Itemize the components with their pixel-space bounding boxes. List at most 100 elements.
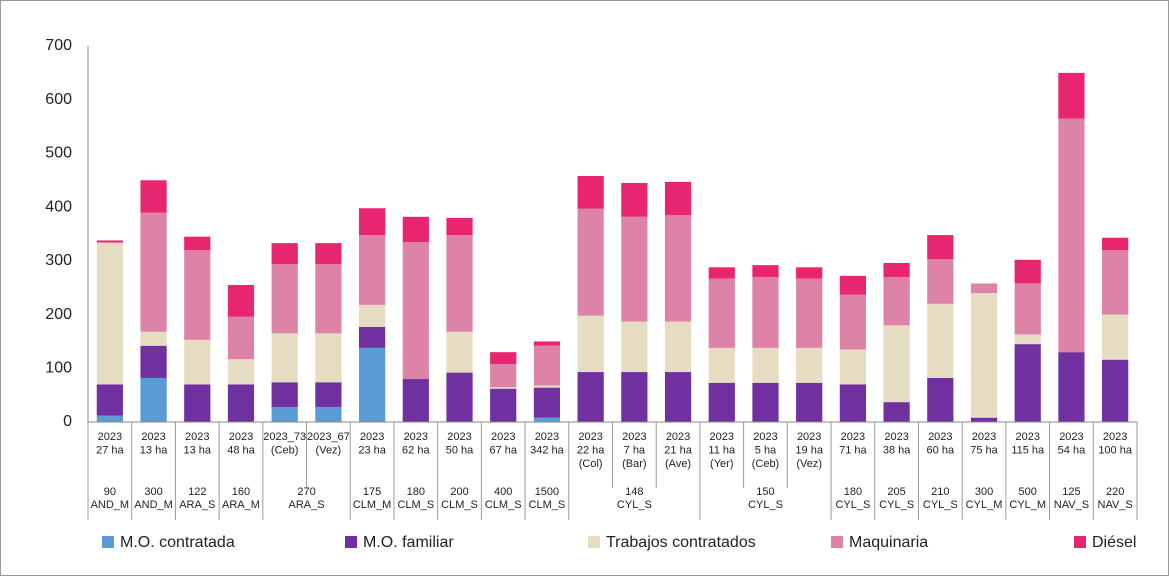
y-tick-label: 200 <box>45 306 72 323</box>
x-tick-label: 2023 <box>972 431 996 443</box>
group-label: CYL_M <box>1009 499 1046 511</box>
x-tick-label: 50 ha <box>446 444 474 456</box>
x-tick-label: 75 ha <box>970 444 998 456</box>
bar-segment <box>839 294 867 350</box>
group-label: AND_M <box>91 499 130 511</box>
x-tick-label: (Yer) <box>710 458 733 470</box>
y-tick-label: 400 <box>45 198 72 215</box>
legend-label: Maquinaria <box>849 534 928 551</box>
x-tick-label: 5 ha <box>755 444 777 456</box>
bar-segment <box>752 265 779 277</box>
bar-segment <box>446 217 473 236</box>
bar-segment <box>96 240 123 243</box>
x-tick-label: 2023 <box>535 431 559 443</box>
bar-segment <box>184 384 211 422</box>
group-label: CLM_M <box>353 499 392 511</box>
x-tick-label: 2023 <box>491 431 515 443</box>
bar-segment <box>1058 352 1085 422</box>
bar-segment <box>883 276 910 326</box>
bar-segment <box>664 181 692 216</box>
bar-segment <box>664 372 692 422</box>
legend-label: M.O. contratada <box>120 534 235 551</box>
x-tick-label: 2023 <box>229 431 253 443</box>
bar-segment <box>621 372 648 422</box>
x-tick-label: 115 ha <box>1011 444 1045 456</box>
x-tick-label: 67 ha <box>489 444 517 456</box>
group-label: CYL_S <box>748 499 783 511</box>
bar-segment <box>752 347 779 383</box>
bar-segment <box>664 321 692 373</box>
bar-segment <box>358 304 386 327</box>
group-label: CYL_S <box>835 499 870 511</box>
x-tick-label: 7 ha <box>624 444 646 456</box>
legend-label: M.O. familiar <box>363 534 454 551</box>
group-label: 148 <box>625 486 643 498</box>
x-tick-label: 2023 <box>185 431 209 443</box>
group-label: 300 <box>975 486 993 498</box>
bar-segment <box>490 363 517 388</box>
bar-segment <box>577 315 604 373</box>
legend-swatch <box>1074 536 1086 548</box>
bar-segment <box>140 331 167 346</box>
x-tick-label: (Vez) <box>796 458 822 470</box>
bar-segment <box>271 382 298 407</box>
bar-segment <box>184 250 211 340</box>
bar-segment <box>533 385 561 388</box>
x-tick-label: (Col) <box>579 458 603 470</box>
bar-segment <box>315 264 342 334</box>
bar-segment <box>796 347 823 383</box>
group-label: ARA_S <box>179 499 215 511</box>
group-label: 220 <box>1106 486 1124 498</box>
bar-segment <box>490 388 517 422</box>
bar-segment <box>1058 72 1085 119</box>
y-tick-label: 0 <box>63 413 72 430</box>
bar-segment <box>315 333 342 383</box>
bar-segment <box>970 417 998 422</box>
bar-segment <box>1102 237 1129 251</box>
x-tick-label: 13 ha <box>140 444 168 456</box>
x-tick-label: 2023 <box>1059 431 1083 443</box>
x-tick-label: 21 ha <box>664 444 692 456</box>
group-label: ARA_S <box>289 499 325 511</box>
x-tick-label: 71 ha <box>839 444 867 456</box>
bar-segment <box>490 352 517 364</box>
bar-segment <box>140 377 167 422</box>
group-label: 210 <box>931 486 949 498</box>
bar-segment <box>402 216 429 243</box>
x-tick-label: 2023 <box>797 431 821 443</box>
x-tick-label: 48 ha <box>227 444 255 456</box>
bar-segment <box>358 208 386 236</box>
bar-segment <box>796 267 823 279</box>
x-tick-label: (Ceb) <box>271 444 299 456</box>
bar-segment <box>1014 344 1041 422</box>
bar-segment <box>883 325 910 403</box>
group-label: NAV_S <box>1054 499 1089 511</box>
x-tick-label: 2023 <box>578 431 602 443</box>
bar-segment <box>1102 359 1129 422</box>
bar-segment <box>96 384 123 416</box>
group-label: 1500 <box>535 486 559 498</box>
x-tick-label: 2023_67 <box>307 431 350 443</box>
x-tick-label: 2023 <box>884 431 908 443</box>
bar-segment <box>184 236 211 251</box>
bar-segment <box>621 182 648 217</box>
group-label: CYL_S <box>879 499 914 511</box>
bar-segment <box>315 406 342 422</box>
x-tick-label: 342 ha <box>530 444 565 456</box>
group-label: 500 <box>1019 486 1037 498</box>
legend-swatch <box>102 536 114 548</box>
y-tick-label: 500 <box>45 145 72 162</box>
group-label: CYL_S <box>617 499 652 511</box>
group-label: AND_M <box>134 499 173 511</box>
bar-segment <box>140 212 167 332</box>
bar-segment <box>577 208 604 316</box>
bar-segment <box>664 215 692 322</box>
group-label: NAV_S <box>1098 499 1133 511</box>
bar-segment <box>533 417 561 422</box>
bar-segment <box>1014 334 1041 345</box>
bar-segment <box>140 180 167 213</box>
bar-segment <box>96 242 123 244</box>
bar-segment <box>839 275 867 295</box>
bar-segment <box>708 278 735 348</box>
bar-segment <box>883 263 910 277</box>
